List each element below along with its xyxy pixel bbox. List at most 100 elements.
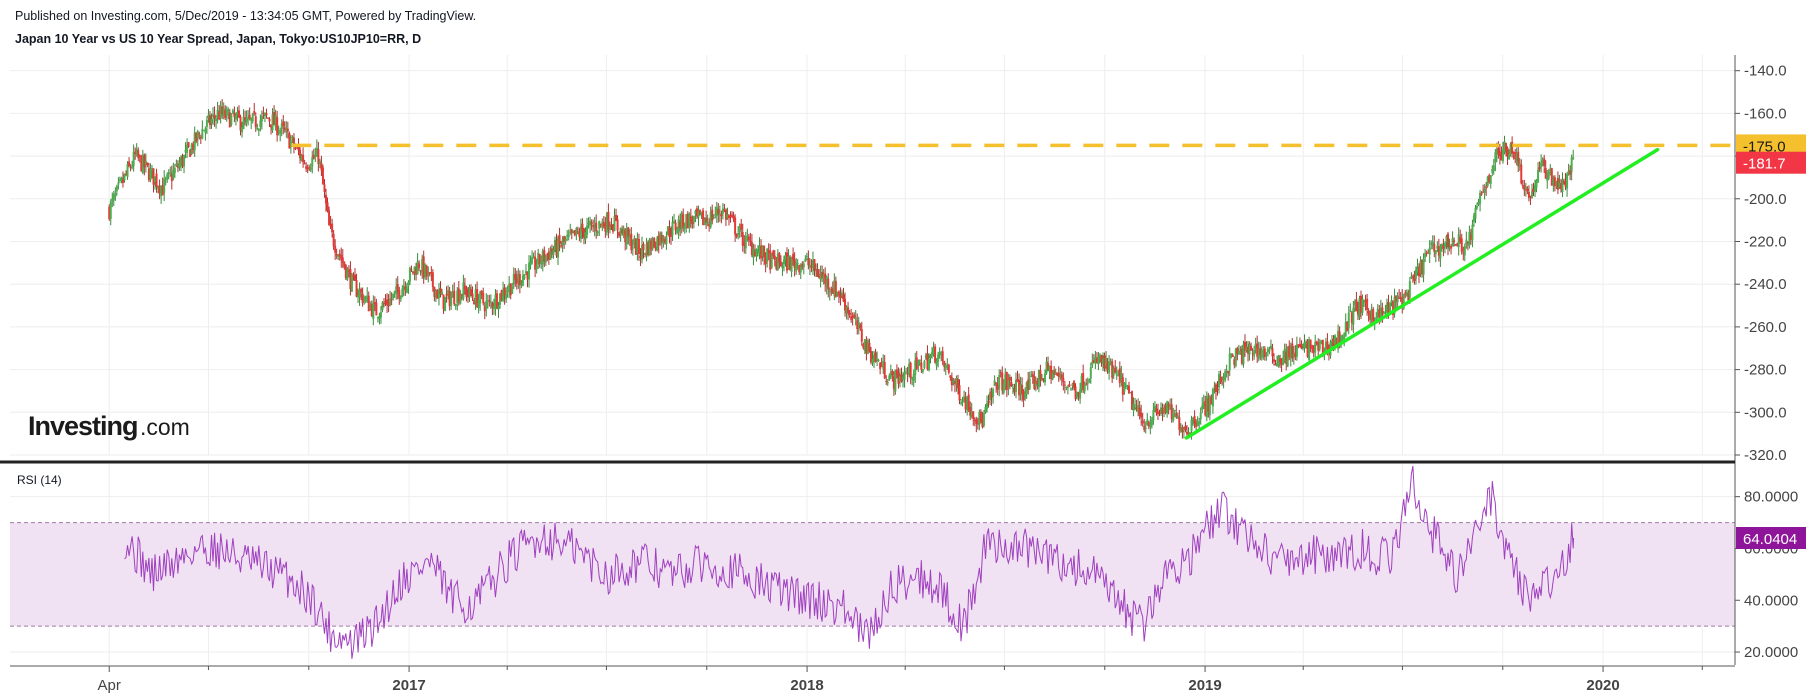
candle-body (917, 360, 920, 367)
candle-body (772, 250, 775, 257)
candle-body (502, 289, 505, 301)
y-tick-label: -260.0 (1744, 319, 1787, 336)
candle-body (1039, 370, 1042, 380)
candle-body (434, 290, 437, 298)
candle-body (1301, 345, 1304, 347)
candle-body (251, 113, 254, 122)
candle-body (1370, 308, 1373, 320)
candle-body (277, 132, 280, 134)
candle-body (683, 225, 686, 230)
candle-body (1214, 384, 1217, 392)
candle-body (1529, 195, 1532, 197)
candle-body (998, 375, 1001, 389)
candle-body (631, 247, 634, 249)
candle-body (877, 360, 880, 362)
candle-body (898, 376, 901, 382)
candle-body (1483, 188, 1486, 194)
candle-body (717, 209, 720, 215)
candle-body (853, 314, 856, 319)
candle-body (689, 216, 692, 222)
candle-body (237, 110, 240, 118)
candle-body (1437, 246, 1440, 256)
candle-body (1201, 405, 1204, 410)
candle-body (1549, 168, 1552, 174)
candle-body (1410, 276, 1413, 279)
candle-body (1036, 380, 1039, 385)
candle-body (610, 224, 613, 227)
candle-body (601, 221, 604, 228)
candle-body (728, 215, 731, 219)
candle-body (422, 256, 425, 278)
candle-body (1051, 372, 1054, 380)
candle-body (263, 112, 266, 117)
candle-body (1269, 345, 1272, 349)
candle-body (387, 302, 390, 306)
candle-body (1343, 333, 1346, 340)
candle-body (1451, 238, 1454, 247)
candle-body (1022, 391, 1025, 400)
candle-body (1390, 300, 1393, 303)
candle-body (560, 245, 563, 247)
candle-body (1060, 374, 1063, 379)
candle-body (335, 253, 338, 256)
candle-body (1196, 421, 1199, 426)
candle-body (798, 265, 801, 273)
candle-body (393, 290, 396, 294)
candle-body (373, 302, 376, 304)
candle-body (1280, 359, 1283, 365)
candle-body (433, 286, 436, 297)
y-tick-label: -160.0 (1744, 105, 1787, 122)
candle-body (679, 221, 682, 229)
candle-body (1408, 281, 1411, 298)
candle-body (1179, 430, 1182, 432)
candle-body (318, 160, 321, 164)
candle-body (503, 287, 506, 297)
candle-body (886, 382, 889, 384)
candle-body (1106, 361, 1109, 370)
candle-body (1500, 154, 1503, 161)
candle-body (1129, 392, 1132, 394)
candle-body (859, 324, 862, 329)
candle-body (463, 285, 466, 290)
candle-body (1476, 206, 1479, 208)
candle-body (1312, 345, 1315, 353)
candle-body (205, 119, 208, 127)
candle-body (900, 374, 903, 382)
candle-body (381, 302, 384, 310)
candle-body (457, 288, 460, 302)
candle-body (1463, 245, 1466, 256)
candle-body (329, 224, 332, 227)
candle-body (1053, 370, 1056, 375)
candle-body (424, 264, 427, 277)
candle-body (819, 274, 822, 280)
candle-body (1236, 348, 1239, 354)
candle-body (808, 264, 811, 268)
candle-body (1347, 312, 1350, 329)
candle-body (1306, 341, 1309, 357)
candle-body (354, 274, 356, 281)
candle-body (350, 274, 353, 292)
x-tick-label: 2020 (1586, 677, 1619, 694)
candle-body (1561, 179, 1564, 193)
candle-body (850, 316, 853, 320)
candle-body (760, 245, 763, 259)
candle-body (280, 123, 283, 129)
y-tick-label: -140.0 (1744, 63, 1787, 80)
candle-body (352, 274, 355, 277)
candle-body (1396, 295, 1399, 303)
candle-body (410, 269, 413, 271)
candle-body (889, 371, 892, 378)
candle-body (149, 169, 152, 181)
candle-body (934, 346, 937, 363)
candle-body (619, 228, 622, 235)
candle-body (837, 291, 840, 296)
candle-body (1169, 404, 1172, 410)
candle-body (456, 290, 459, 304)
candle-body (584, 232, 587, 240)
candle-body (836, 291, 839, 296)
candle-body (483, 305, 486, 312)
candle-body (367, 295, 370, 312)
candle-body (1462, 252, 1465, 254)
candle-body (839, 295, 842, 298)
